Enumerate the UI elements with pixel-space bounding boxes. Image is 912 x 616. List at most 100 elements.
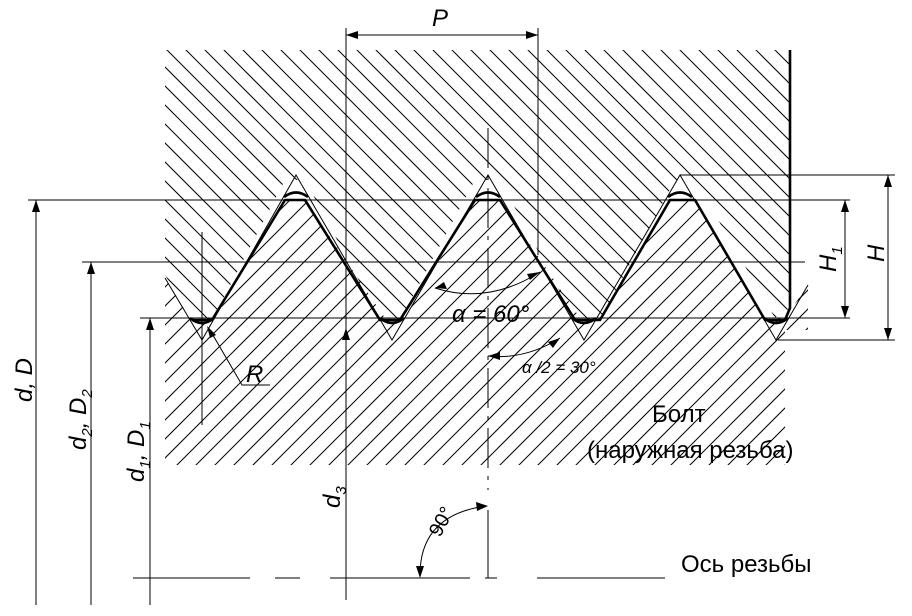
hatch-line [896, 0, 912, 616]
hatch-line [0, 0, 91, 616]
hatch-line [553, 50, 790, 320]
d-arrow [32, 200, 40, 212]
hatch-line [306, 50, 790, 320]
bolt-subtitle: (наружная резьба) [587, 437, 793, 464]
hatch-line [165, 50, 168, 320]
hatch-line [165, 50, 510, 320]
hatch-line [820, 0, 912, 616]
hatch-line [572, 50, 790, 320]
hatch-line [165, 50, 377, 320]
angle-label: α = 60° [452, 301, 530, 328]
angle-30-arrow-left [488, 352, 500, 360]
hatch-line [496, 50, 790, 320]
hatch-line [211, 200, 808, 465]
hatch-line [820, 0, 912, 616]
hatch-line [591, 50, 790, 320]
d3-label: d3 [319, 486, 350, 508]
pitch-arrow-left [346, 31, 358, 39]
hatch-line [724, 200, 808, 465]
angle-30-arrow-right [548, 338, 560, 348]
hatch-line [743, 50, 790, 320]
hatch-line [165, 50, 358, 320]
hatch-line [801, 0, 912, 616]
hatch-line [325, 200, 808, 465]
d1-arrow [146, 318, 154, 330]
radius-arrow [207, 326, 216, 338]
hatch-line [165, 200, 206, 465]
hatch-line [534, 50, 790, 320]
d1-label: d1, D1 [123, 421, 154, 482]
hatch-line [165, 200, 548, 465]
hatch-line [306, 200, 808, 465]
d3-arrow [342, 328, 350, 340]
hatch-line [667, 50, 790, 320]
angle-60-arrow-right [527, 272, 540, 280]
hatch-line [165, 50, 738, 320]
hatch-line [165, 200, 453, 465]
hatch-line [165, 200, 415, 465]
pitch-arrow-right [526, 31, 538, 39]
hatch-line [743, 200, 808, 465]
hatch-line [363, 200, 808, 465]
hatch-line [0, 0, 15, 616]
h1-label: H1 [815, 246, 846, 272]
hatch-line [610, 50, 790, 320]
hatch-line [858, 0, 912, 616]
hatch-line [420, 200, 808, 465]
half-angle-label: α /2 = 30° [522, 358, 596, 377]
hatch-line [839, 0, 912, 616]
hatch-line [515, 50, 790, 320]
hatch-line [705, 200, 808, 465]
hatch-line [496, 200, 808, 465]
bolt-title: Болт [652, 401, 706, 428]
hatch-line [165, 200, 358, 465]
hatch-line [877, 0, 912, 616]
hatch-line [165, 200, 339, 465]
hatch-line [165, 50, 681, 320]
hatch-line [0, 0, 53, 616]
hatch-line [165, 50, 263, 320]
hatch-line [165, 200, 776, 465]
hatch-line [165, 50, 491, 320]
pitch-label: P [432, 5, 448, 32]
hatch-line [165, 200, 757, 465]
hatch-line [165, 50, 206, 320]
hatch-line [268, 50, 790, 320]
hatch-line [165, 200, 377, 465]
hatch-line [0, 0, 129, 616]
angle-90-arc [419, 505, 487, 576]
angle-60-arrow-left [435, 282, 447, 289]
h1-arrow-top [841, 200, 849, 212]
hatch-line [287, 50, 790, 320]
hatch-line [858, 0, 912, 616]
d2-label: d2, D2 [65, 389, 96, 450]
hatch-line [165, 200, 662, 465]
hatch-line [165, 50, 339, 320]
angle-90-arrow-top [476, 502, 488, 511]
angle-90-arrow-bottom [416, 566, 424, 578]
hatch-line [165, 200, 738, 465]
hatch-line [249, 200, 808, 465]
hatch-line [165, 200, 681, 465]
hatch-line [800, 200, 808, 465]
right-angle-label: 90° [425, 503, 459, 540]
hatch-line [0, 0, 110, 616]
hatch-line [877, 0, 912, 616]
hatch-line [165, 200, 168, 465]
hatch-line [165, 50, 472, 320]
hatch-line [839, 0, 912, 616]
hatch-line [230, 200, 808, 465]
hatch-line [0, 0, 53, 616]
hatch-line [534, 200, 808, 465]
h-label: H [863, 244, 890, 262]
hatch-line [0, 0, 34, 616]
hatch-line [165, 200, 586, 465]
hatch-line [165, 50, 624, 320]
hatch-line [401, 200, 808, 465]
hatch-line [165, 200, 624, 465]
angle-60-arc [434, 271, 541, 295]
hatch-line [165, 200, 567, 465]
hatch-line [0, 0, 110, 616]
hatch-line [686, 50, 790, 320]
